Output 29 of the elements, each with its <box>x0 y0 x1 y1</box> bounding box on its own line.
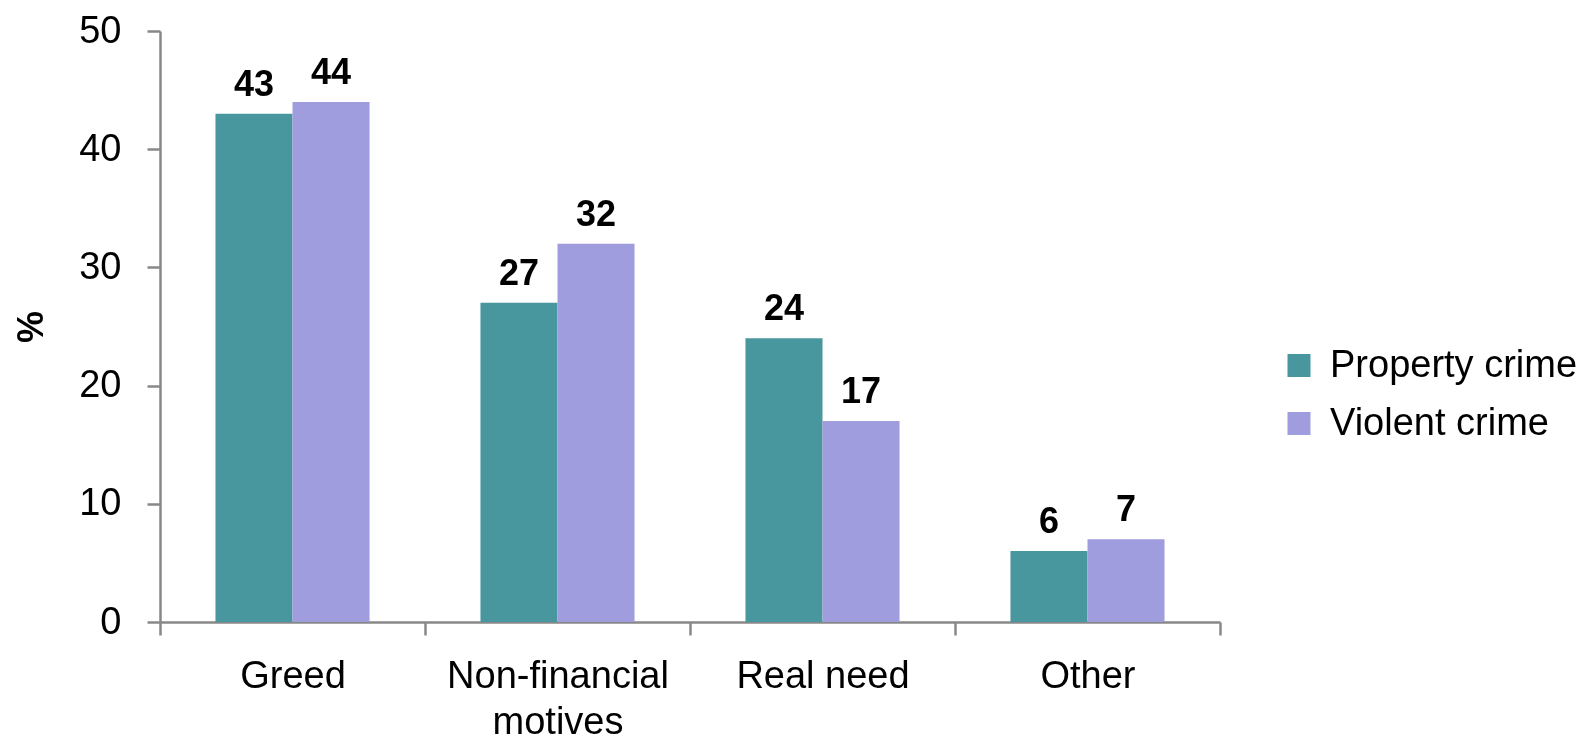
bar <box>1010 551 1088 622</box>
bar <box>215 113 293 622</box>
y-tick-label: 50 <box>79 8 122 51</box>
bar <box>1087 539 1165 622</box>
y-tick-label: 0 <box>100 599 122 642</box>
bar <box>480 302 558 622</box>
data-label: 7 <box>1116 488 1137 530</box>
bar <box>745 338 823 622</box>
y-tick-label: 30 <box>79 244 122 287</box>
data-label: 32 <box>575 192 617 234</box>
legend-label: Property crime <box>1330 342 1578 385</box>
bar <box>822 421 900 622</box>
x-tick-label: Real need <box>736 653 910 696</box>
y-tick-label: 40 <box>79 126 122 169</box>
data-label: 43 <box>233 62 275 104</box>
bar <box>292 101 370 622</box>
data-label: 17 <box>840 370 882 412</box>
y-tick-label: 20 <box>79 363 122 406</box>
bar <box>557 243 635 622</box>
y-axis-title: % <box>10 310 52 344</box>
data-label: 24 <box>763 287 805 329</box>
legend-label: Violent crime <box>1330 400 1549 443</box>
data-label: 44 <box>310 50 352 92</box>
data-label: 6 <box>1038 500 1059 542</box>
x-tick-label: Greed <box>240 653 346 696</box>
data-label: 27 <box>498 251 540 293</box>
y-tick-label: 10 <box>79 481 122 524</box>
x-tick-label: Non-financial motives <box>447 653 669 742</box>
x-tick-label: Other <box>1040 653 1136 696</box>
